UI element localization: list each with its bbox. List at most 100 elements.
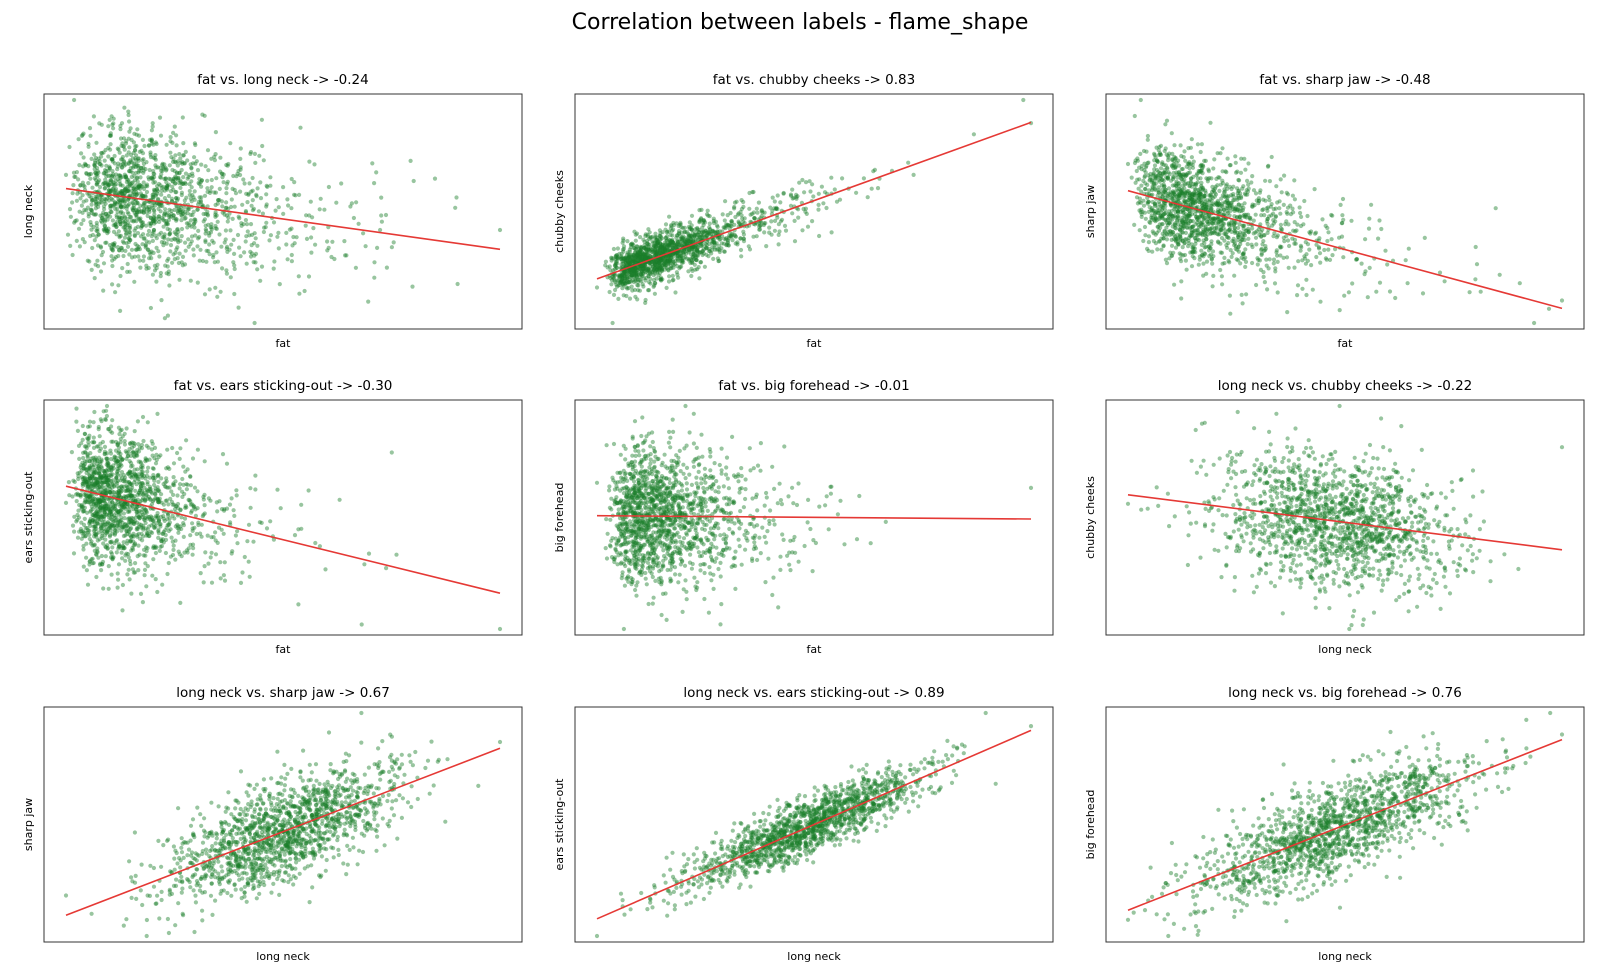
- scatter-point: [254, 192, 259, 197]
- scatter-point: [1141, 198, 1146, 203]
- scatter-point: [1265, 221, 1270, 226]
- scatter-point: [1312, 187, 1317, 192]
- scatter-point: [226, 215, 231, 220]
- scatter-point: [175, 209, 180, 214]
- scatter-point: [1201, 261, 1206, 266]
- scatter-point: [197, 181, 202, 186]
- scatter-point: [1326, 230, 1331, 235]
- scatter-point: [203, 227, 208, 232]
- scatter-point: [1160, 214, 1165, 219]
- scatter-point: [196, 202, 201, 207]
- scatter-point: [617, 273, 623, 278]
- scatter-point: [611, 246, 617, 252]
- scatter-point: [134, 190, 139, 195]
- scatter-point: [143, 184, 148, 189]
- scatter-point: [110, 157, 115, 162]
- scatter-point: [197, 177, 202, 182]
- scatter-point: [625, 239, 630, 244]
- scatter-point: [94, 171, 99, 177]
- scatter-point: [159, 172, 164, 177]
- scatter-point: [162, 240, 167, 245]
- scatter-point: [1171, 170, 1176, 176]
- scatter-point: [130, 192, 135, 197]
- scatter-point: [241, 177, 246, 182]
- scatter-point: [292, 180, 297, 185]
- scatter-point: [107, 117, 112, 122]
- scatter-point: [143, 167, 148, 172]
- scatter-point: [1232, 197, 1237, 203]
- scatter-point: [104, 168, 109, 174]
- scatter-point: [221, 180, 226, 185]
- scatter-point: [150, 203, 155, 208]
- scatter-point: [971, 132, 977, 137]
- scatter-point: [646, 288, 652, 293]
- scatter-point: [136, 184, 141, 189]
- scatter-point: [87, 194, 92, 199]
- scatter-point: [646, 227, 651, 232]
- scatter-point: [1473, 277, 1478, 282]
- scatter-point: [1179, 279, 1184, 284]
- scatter-point: [1232, 221, 1237, 226]
- scatter-point: [748, 212, 753, 217]
- scatter-point: [353, 265, 358, 270]
- scatter-point: [155, 189, 160, 194]
- scatter-point: [122, 187, 127, 192]
- scatter-point: [110, 169, 115, 174]
- scatter-point: [1493, 206, 1498, 211]
- scatter-point: [197, 258, 202, 263]
- scatter-point: [1161, 243, 1166, 248]
- scatter-point: [224, 200, 229, 205]
- scatter-point: [251, 206, 256, 211]
- scatter-point: [167, 207, 172, 212]
- scatter-point: [177, 152, 182, 157]
- scatter-point: [179, 192, 184, 198]
- scatter-point: [1188, 145, 1193, 150]
- scatter-point: [132, 254, 137, 259]
- scatter-point: [139, 209, 144, 214]
- scatter-point: [175, 196, 181, 201]
- scatter-point: [259, 264, 265, 269]
- scatter-point: [1273, 206, 1278, 211]
- scatter-point: [236, 305, 241, 310]
- scatter-point: [181, 153, 186, 158]
- scatter-point: [1151, 171, 1156, 176]
- scatter-point: [453, 205, 458, 210]
- scatter-point: [292, 241, 297, 246]
- scatter-point: [122, 147, 127, 152]
- scatter-point: [94, 172, 99, 177]
- scatter-point: [215, 201, 220, 206]
- scatter-point: [1141, 203, 1147, 208]
- scatter-point: [90, 198, 95, 203]
- scatter-point: [110, 197, 115, 203]
- scatter-point: [88, 176, 93, 181]
- scatter-point: [705, 208, 710, 213]
- scatter-point: [1337, 308, 1342, 313]
- scatter-point: [250, 208, 255, 213]
- scatter-point: [189, 224, 194, 229]
- scatter-point: [116, 253, 121, 259]
- scatter-point: [106, 211, 111, 216]
- scatter-point: [99, 122, 104, 127]
- scatter-point: [137, 258, 142, 263]
- scatter-point: [141, 180, 146, 185]
- subplot-title: fat vs. ears sticking-out -> -0.30: [174, 378, 393, 394]
- scatter-point: [671, 265, 676, 270]
- scatter-point: [875, 186, 881, 191]
- scatter-point: [782, 223, 788, 228]
- scatter-point: [99, 154, 104, 159]
- scatter-point: [119, 157, 124, 162]
- scatter-point: [160, 217, 166, 222]
- scatter-point: [133, 148, 138, 153]
- scatter-point: [185, 207, 190, 212]
- scatter-point: [209, 222, 214, 227]
- scatter-point: [1225, 195, 1230, 200]
- scatter-point: [136, 186, 141, 191]
- scatter-point: [1374, 289, 1379, 294]
- scatter-point: [205, 186, 210, 191]
- scatter-point: [1292, 178, 1297, 183]
- scatter-point: [704, 245, 710, 251]
- scatter-point: [261, 229, 266, 235]
- scatter-point: [98, 244, 103, 249]
- scatter-point: [179, 226, 185, 232]
- scatter-point: [177, 208, 182, 213]
